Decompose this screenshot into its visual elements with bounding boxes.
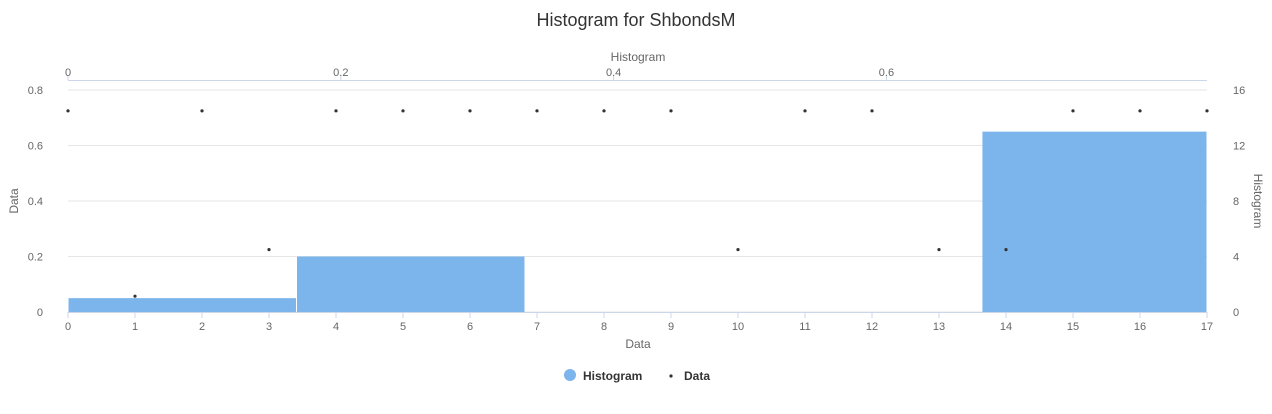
data-point[interactable]: [937, 247, 941, 252]
data-point[interactable]: [401, 109, 405, 113]
y-left-tick-label: 0.6: [28, 141, 43, 153]
y-left-axis-title: Data: [7, 188, 21, 214]
legend-histogram-symbol: [564, 369, 576, 381]
y-left-tick-label: 0.8: [28, 85, 43, 97]
data-points[interactable]: [66, 109, 1209, 298]
data-point[interactable]: [334, 109, 338, 113]
data-point[interactable]: [200, 109, 204, 113]
x-bottom-tick-label: 17: [1201, 321, 1213, 333]
x-bottom-tick-label: 11: [799, 321, 810, 333]
y-left-tick-label: 0.4: [28, 196, 43, 208]
data-point[interactable]: [535, 109, 539, 113]
x-bottom-tick-label: 15: [1067, 321, 1079, 333]
y-left-tick-label: 0: [37, 307, 43, 319]
x-bottom-tick-label: 10: [732, 321, 744, 333]
y-right-axis-title: Histogram: [1251, 174, 1265, 229]
data-point[interactable]: [602, 109, 606, 113]
y-right-tick-label: 4: [1233, 252, 1239, 264]
x-bottom-axis-title: Data: [625, 337, 651, 351]
x-top-tick-label: 0.6: [879, 67, 894, 79]
x-bottom-tick-label: 14: [1000, 321, 1012, 333]
data-point[interactable]: [66, 109, 70, 113]
data-point[interactable]: [803, 109, 807, 113]
data-point[interactable]: [736, 247, 740, 252]
x-bottom-tick-label: 13: [933, 321, 945, 333]
data-point[interactable]: [1138, 109, 1142, 113]
x-bottom-tick-label: 7: [534, 321, 540, 333]
x-top-tick-label: 0: [65, 67, 71, 79]
histogram-bar[interactable]: [296, 256, 525, 313]
histogram-bar[interactable]: [982, 131, 1207, 312]
x-bottom-tick-label: 4: [333, 321, 339, 333]
x-bottom-tick-label: 9: [668, 321, 674, 333]
x-bottom-tick-label: 0: [65, 321, 71, 333]
x-bottom-tick-label: 8: [601, 321, 607, 333]
data-point[interactable]: [468, 109, 472, 113]
data-point[interactable]: [1071, 109, 1075, 113]
y-right-tick-label: 8: [1233, 196, 1239, 208]
y-right-tick-label: 16: [1233, 85, 1245, 97]
x-top-tick-label: 0.2: [333, 67, 348, 79]
x-bottom-tick-label: 16: [1134, 321, 1146, 333]
x-top-axis-title: Histogram: [611, 50, 666, 64]
data-point[interactable]: [669, 109, 673, 113]
histogram-bar[interactable]: [68, 298, 296, 312]
x-bottom-tick-label: 6: [467, 321, 473, 333]
y-right-tick-label: 12: [1233, 141, 1245, 153]
legend-data-symbol: [669, 374, 673, 378]
chart-title: Histogram for ShbondsM: [536, 10, 735, 30]
legend: Histogram Data: [564, 369, 710, 383]
x-bottom-tick-label: 1: [132, 321, 138, 333]
x-top-tick-label: 0.4: [606, 67, 621, 79]
x-bottom-tick-label: 3: [266, 321, 272, 333]
histogram-bars[interactable]: [68, 131, 1207, 313]
legend-data-label: Data: [684, 369, 710, 383]
x-bottom-tick-label: 12: [866, 321, 878, 333]
data-point[interactable]: [870, 109, 874, 113]
y-left-tick-label: 0.2: [28, 252, 43, 264]
data-point[interactable]: [133, 294, 137, 298]
y-right-tick-label: 0: [1233, 307, 1239, 319]
data-point[interactable]: [267, 247, 271, 252]
legend-histogram-label: Histogram: [583, 369, 642, 383]
data-point[interactable]: [1004, 247, 1008, 252]
data-point[interactable]: [1205, 109, 1209, 113]
x-bottom-tick-label: 2: [199, 321, 205, 333]
x-bottom-tick-label: 5: [400, 321, 406, 333]
